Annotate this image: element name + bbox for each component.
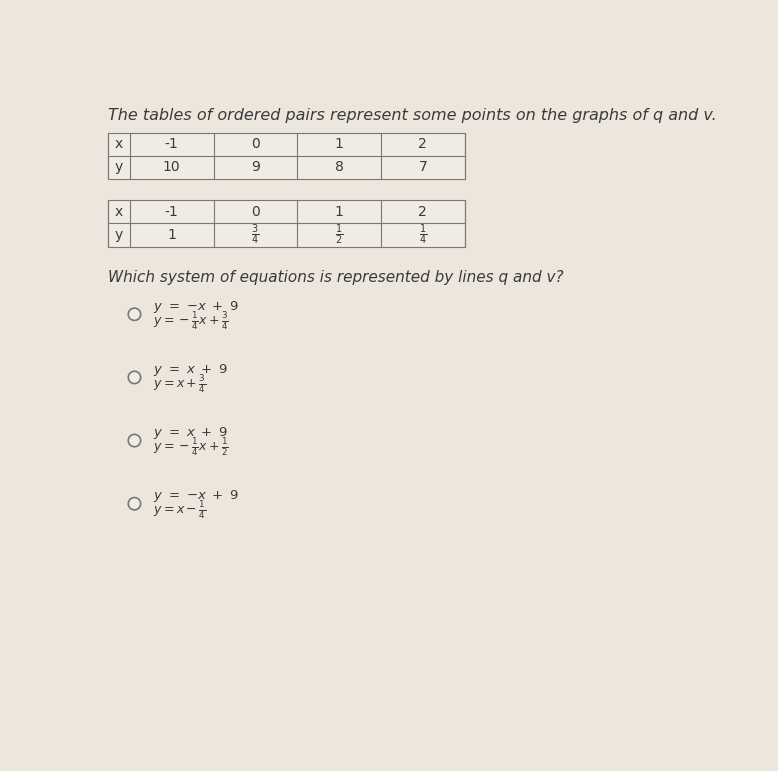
- Text: $y = -\frac{1}{4}x + \frac{1}{2}$: $y = -\frac{1}{4}x + \frac{1}{2}$: [153, 436, 229, 458]
- Text: The tables of ordered pairs represent some points on the graphs of q and v.: The tables of ordered pairs represent so…: [108, 108, 717, 123]
- Bar: [108, 133, 464, 179]
- Text: 2: 2: [419, 205, 427, 219]
- Text: 1: 1: [335, 205, 344, 219]
- Text: $y = x + \frac{3}{4}$: $y = x + \frac{3}{4}$: [153, 373, 206, 395]
- Text: -1: -1: [165, 137, 178, 151]
- Circle shape: [128, 308, 141, 321]
- Text: $y\ =\ x\ +\ 9$: $y\ =\ x\ +\ 9$: [153, 425, 228, 441]
- Text: 8: 8: [335, 160, 344, 174]
- Text: x: x: [115, 205, 123, 219]
- Text: -1: -1: [165, 205, 178, 219]
- Circle shape: [128, 434, 141, 446]
- Text: 9: 9: [251, 160, 260, 174]
- Text: 2: 2: [419, 137, 427, 151]
- Text: $y = -\frac{1}{4}x + \frac{3}{4}$: $y = -\frac{1}{4}x + \frac{3}{4}$: [153, 310, 229, 332]
- Text: $\frac{3}{4}$: $\frac{3}{4}$: [251, 223, 259, 247]
- Text: x: x: [115, 137, 123, 151]
- Text: 0: 0: [251, 205, 260, 219]
- Circle shape: [128, 497, 141, 510]
- Text: $y\ =\ \mathrm{-}x\ +\ 9$: $y\ =\ \mathrm{-}x\ +\ 9$: [153, 488, 240, 504]
- Text: $y\ =\ x\ +\ 9$: $y\ =\ x\ +\ 9$: [153, 362, 228, 378]
- Text: 1: 1: [335, 137, 344, 151]
- Text: $\frac{1}{4}$: $\frac{1}{4}$: [419, 223, 427, 247]
- Circle shape: [128, 372, 141, 384]
- Text: 1: 1: [167, 228, 176, 242]
- Text: 7: 7: [419, 160, 427, 174]
- Text: 10: 10: [163, 160, 180, 174]
- Text: $\frac{1}{2}$: $\frac{1}{2}$: [335, 223, 343, 247]
- Text: $y = x - \frac{1}{4}$: $y = x - \frac{1}{4}$: [153, 499, 206, 521]
- Text: y: y: [115, 160, 123, 174]
- Text: y: y: [115, 228, 123, 242]
- Bar: [108, 200, 464, 247]
- Text: $y\ =\ \mathrm{-}x\ +\ 9$: $y\ =\ \mathrm{-}x\ +\ 9$: [153, 299, 240, 315]
- Text: Which system of equations is represented by lines q and v?: Which system of equations is represented…: [108, 270, 564, 284]
- Text: 0: 0: [251, 137, 260, 151]
